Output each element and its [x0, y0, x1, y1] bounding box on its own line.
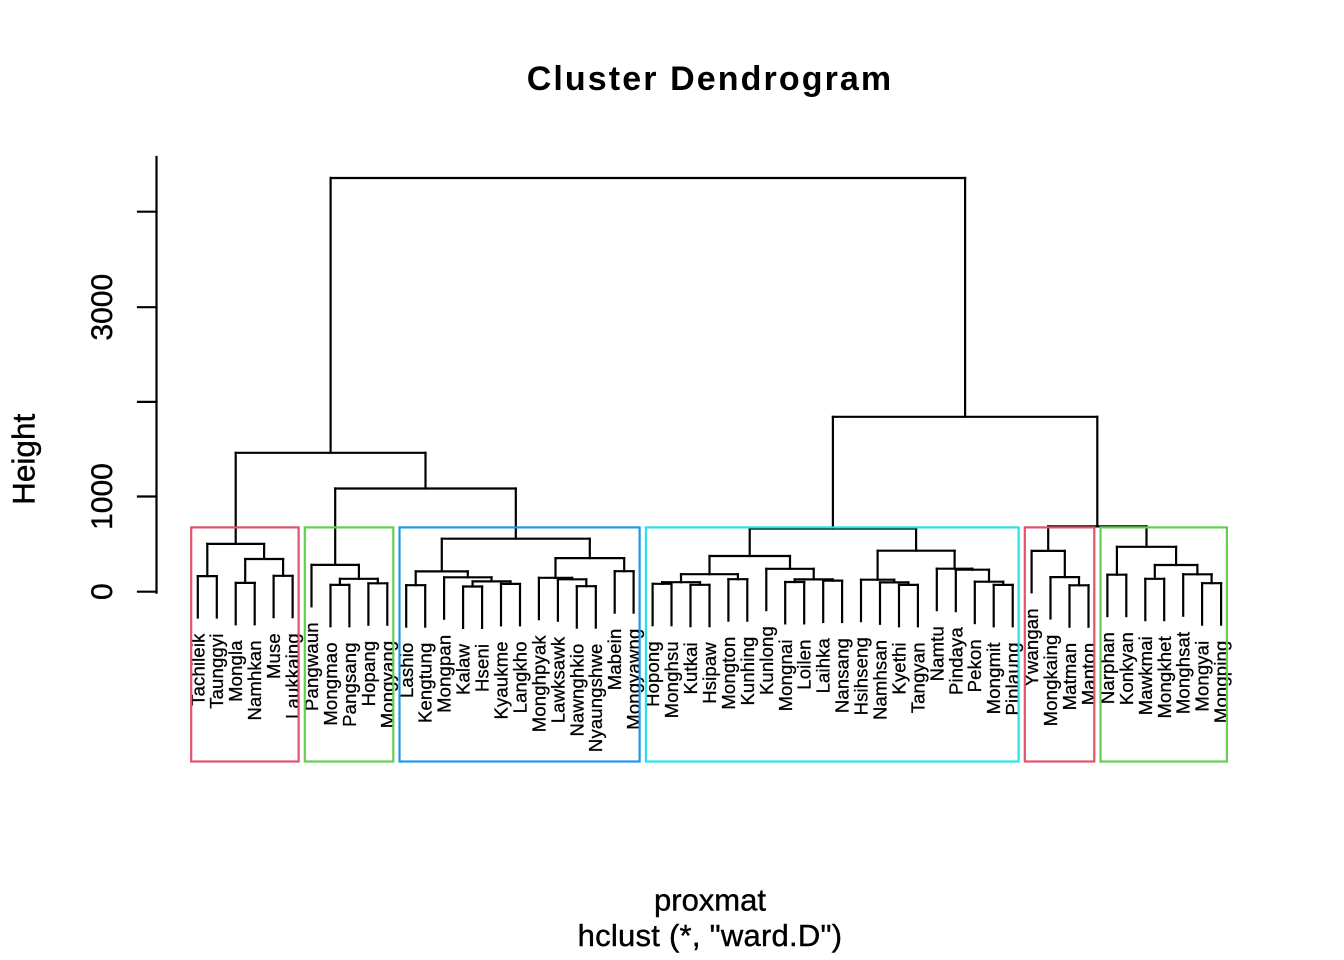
svg-text:Langkho: Langkho [510, 641, 531, 713]
svg-text:Pangwaun: Pangwaun [301, 622, 322, 711]
svg-text:Mongmit: Mongmit [983, 642, 1004, 714]
svg-text:Mongping: Mongping [1211, 641, 1232, 723]
svg-text:Kengtung: Kengtung [415, 643, 436, 723]
svg-text:Mongpan: Mongpan [434, 635, 455, 713]
svg-text:Hopong: Hopong [642, 641, 663, 707]
svg-text:Kutkai: Kutkai [680, 642, 701, 694]
svg-text:Laihka: Laihka [813, 637, 834, 693]
svg-text:Nawnghkio: Nawnghkio [566, 644, 587, 737]
svg-text:Namtu: Namtu [926, 626, 947, 681]
svg-text:Taunggyi: Taunggyi [206, 634, 227, 709]
svg-text:Loilen: Loilen [794, 639, 815, 689]
svg-text:Kyaukme: Kyaukme [491, 641, 512, 719]
svg-text:Pangsang: Pangsang [339, 642, 360, 727]
svg-text:Matman: Matman [1059, 643, 1080, 711]
svg-text:Cluster Dendrogram: Cluster Dendrogram [527, 60, 894, 98]
svg-text:Height: Height [6, 414, 42, 505]
svg-text:Ywangan: Ywangan [1021, 608, 1042, 686]
svg-text:Hsipaw: Hsipaw [699, 642, 720, 704]
svg-text:Hopang: Hopang [358, 641, 379, 707]
svg-text:0: 0 [86, 583, 119, 600]
svg-text:Lawksawk: Lawksawk [547, 636, 568, 723]
svg-text:Nyaungshwe: Nyaungshwe [585, 644, 606, 752]
svg-text:Kalaw: Kalaw [453, 643, 474, 695]
svg-text:Muse: Muse [263, 633, 284, 679]
svg-text:Pinlaung: Pinlaung [1002, 642, 1023, 715]
svg-text:Monghsu: Monghsu [661, 641, 682, 718]
svg-text:proxmat: proxmat [654, 883, 766, 918]
svg-text:Mongla: Mongla [225, 640, 246, 702]
svg-text:Kunlong: Kunlong [756, 626, 777, 695]
svg-text:Mongmao: Mongmao [320, 642, 341, 725]
svg-text:Mongyai: Mongyai [1192, 641, 1213, 712]
svg-text:Lashio: Lashio [396, 643, 417, 698]
svg-text:Mawkmai: Mawkmai [1135, 636, 1156, 715]
svg-text:Namhsan: Namhsan [870, 640, 891, 720]
svg-text:Mongyang: Mongyang [377, 641, 398, 729]
svg-text:Hseni: Hseni [472, 644, 493, 692]
svg-text:Mongnai: Mongnai [775, 639, 796, 711]
svg-text:Tachileik: Tachileik [187, 633, 208, 706]
svg-text:Konkyan: Konkyan [1116, 632, 1137, 705]
svg-text:3000: 3000 [86, 274, 119, 341]
svg-text:Laukkaing: Laukkaing [282, 633, 303, 719]
svg-text:Mongkaing: Mongkaing [1040, 635, 1061, 727]
svg-text:Namhkan: Namhkan [244, 640, 265, 720]
svg-text:Pindaya: Pindaya [945, 627, 966, 695]
svg-text:Tangyan: Tangyan [907, 642, 928, 713]
svg-text:Kyethi: Kyethi [889, 642, 910, 694]
svg-text:Pekon: Pekon [964, 639, 985, 692]
svg-text:Nansang: Nansang [832, 638, 853, 713]
svg-text:Kunhing: Kunhing [737, 637, 758, 706]
svg-text:hclust (*, "ward.D"): hclust (*, "ward.D") [578, 918, 843, 953]
svg-text:Hsihseng: Hsihseng [851, 637, 872, 715]
svg-text:Monghpyak: Monghpyak [528, 635, 549, 733]
svg-text:1000: 1000 [86, 463, 119, 530]
svg-text:Manton: Manton [1078, 643, 1099, 706]
svg-text:Mongton: Mongton [718, 637, 739, 710]
svg-text:Monghsat: Monghsat [1173, 632, 1194, 714]
svg-text:Mongkhet: Mongkhet [1154, 636, 1175, 718]
svg-text:Mabein: Mabein [604, 629, 625, 691]
svg-text:Narphan: Narphan [1097, 632, 1118, 704]
svg-text:Mongyawng: Mongyawng [623, 629, 644, 730]
